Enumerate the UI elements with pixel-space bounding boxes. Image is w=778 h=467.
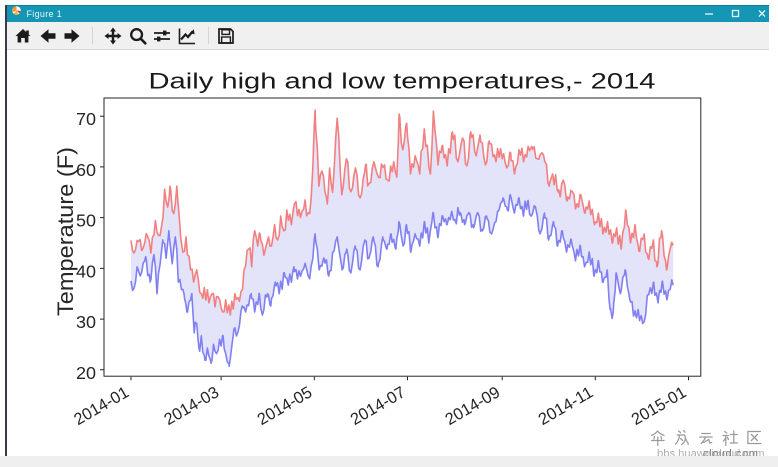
svg-text:2014-05: 2014-05: [254, 383, 315, 429]
svg-text:2015-01: 2015-01: [629, 383, 690, 429]
svg-text:30: 30: [76, 312, 96, 332]
svg-text:70: 70: [76, 109, 96, 129]
svg-text:2014-03: 2014-03: [161, 383, 222, 429]
svg-text:20: 20: [76, 363, 96, 383]
svg-text:60: 60: [76, 160, 96, 180]
svg-text:2014-01: 2014-01: [71, 383, 132, 429]
svg-text:2014-09: 2014-09: [442, 383, 503, 429]
svg-text:Daily high and low temperature: Daily high and low temperatures,- 2014: [149, 69, 656, 94]
svg-text:2014-07: 2014-07: [348, 383, 409, 429]
svg-text:50: 50: [76, 211, 96, 231]
svg-text:40: 40: [76, 261, 96, 281]
svg-text:Temperature (F): Temperature (F): [53, 147, 78, 316]
svg-text:2014-11: 2014-11: [535, 383, 596, 429]
